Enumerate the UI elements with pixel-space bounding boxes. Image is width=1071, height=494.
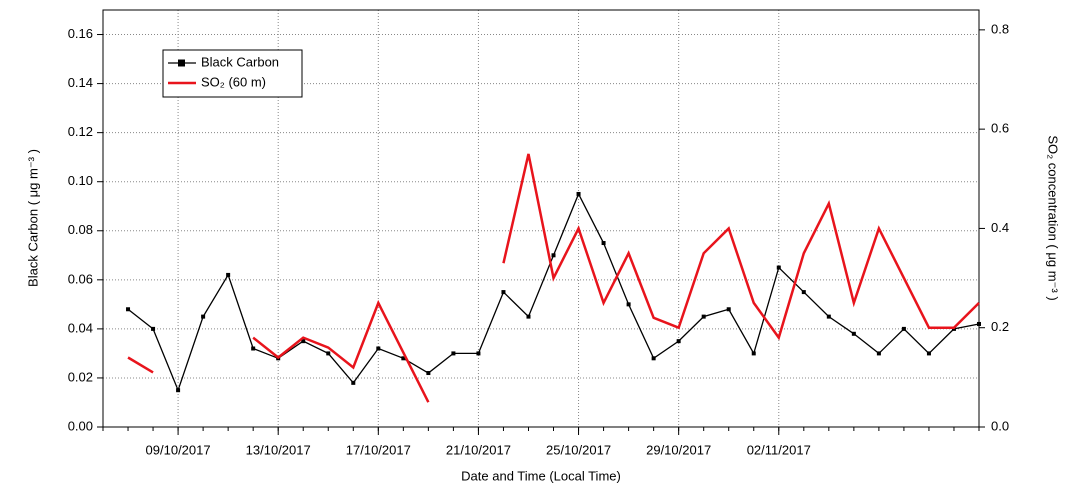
y2-tick-label: 0.6	[991, 121, 1009, 136]
x-tick-label: 29/10/2017	[646, 442, 711, 457]
legend-marker	[178, 59, 185, 67]
y2-tick-label: 0.4	[991, 220, 1009, 235]
y-tick-label: 0.10	[68, 173, 93, 188]
y-tick-label: 0.08	[68, 222, 93, 237]
plot-frame	[102, 9, 980, 428]
y-tick-label: 0.02	[68, 369, 93, 384]
data-point	[576, 191, 581, 196]
data-point	[676, 339, 681, 344]
data-point	[326, 351, 331, 356]
data-point	[201, 314, 206, 319]
data-point	[701, 314, 706, 319]
data-point	[801, 290, 806, 295]
data-point	[977, 321, 981, 326]
data-point	[476, 351, 481, 356]
data-point	[601, 241, 606, 246]
data-point	[776, 265, 781, 270]
data-point	[901, 326, 906, 331]
series-line	[127, 153, 980, 403]
data-point	[401, 356, 406, 361]
y-tick-label: 0.12	[68, 124, 93, 139]
data-point	[876, 351, 881, 356]
y-tick-label: 0.16	[68, 26, 93, 41]
data-point	[751, 351, 756, 356]
data-point	[651, 356, 656, 361]
data-point	[451, 351, 456, 356]
y-tick-label: 0.06	[68, 271, 93, 286]
data-point	[826, 314, 831, 319]
y-tick-label: 0.04	[68, 320, 93, 335]
data-point	[726, 307, 731, 312]
y-axis-title: Black Carbon ( μg m⁻³ )	[25, 149, 40, 287]
data-point	[501, 290, 506, 295]
data-point	[351, 380, 356, 385]
x-tick-label: 21/10/2017	[446, 442, 511, 457]
y2-axis-title: SO₂ concentration ( μg m⁻³ )	[1046, 135, 1061, 300]
legend-label: SO₂ (60 m)	[201, 74, 266, 89]
y2-tick-label: 0.2	[991, 319, 1009, 334]
data-point	[226, 272, 231, 277]
x-tick-label: 17/10/2017	[346, 442, 411, 457]
x-axis-title: Date and Time (Local Time)	[461, 468, 621, 483]
y2-tick-label: 0.8	[991, 21, 1009, 36]
y2-tick-label: 0.0	[991, 418, 1009, 433]
data-point	[626, 302, 631, 307]
data-point	[376, 346, 381, 351]
data-point	[301, 339, 306, 344]
data-point	[251, 346, 256, 351]
data-point	[176, 388, 181, 393]
y-tick-label: 0.14	[68, 75, 93, 90]
y-tick-label: 0.00	[68, 418, 93, 433]
data-point	[851, 331, 856, 336]
x-tick-label: 09/10/2017	[146, 442, 211, 457]
data-point	[551, 253, 556, 258]
x-tick-label: 02/11/2017	[747, 442, 811, 457]
legend-label: Black Carbon	[201, 54, 279, 69]
data-point	[926, 351, 931, 356]
data-point	[426, 371, 431, 376]
data-point	[151, 326, 156, 331]
x-tick-label: 13/10/2017	[246, 442, 311, 457]
legend-box	[162, 49, 303, 98]
data-point	[526, 314, 531, 319]
data-point	[126, 307, 131, 312]
x-tick-label: 25/10/2017	[546, 442, 611, 457]
